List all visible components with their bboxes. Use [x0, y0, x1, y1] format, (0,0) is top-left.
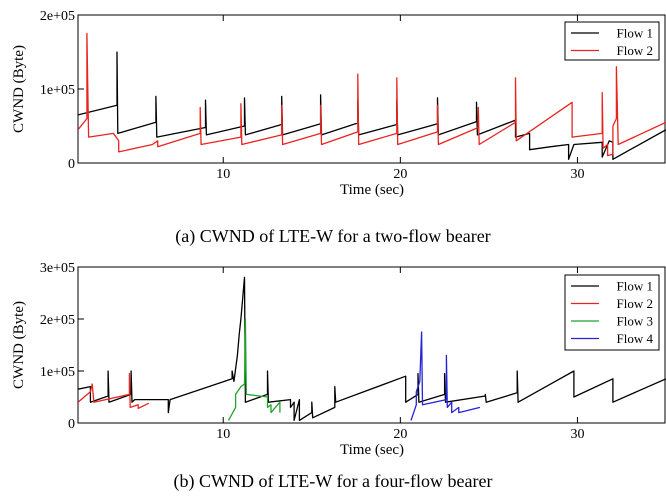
plot-frame	[77, 266, 666, 424]
y-axis-label: CWND (Byte)	[11, 301, 27, 389]
x-tick-label: 30	[570, 167, 584, 182]
x-tick-label: 30	[570, 427, 584, 442]
series-line-flow-1	[78, 276, 666, 422]
y-tick-label: 2e+05	[40, 313, 75, 328]
legend-label-flow-3: Flow 3	[617, 314, 653, 329]
legend-box	[564, 21, 660, 61]
series-line-flow-2	[78, 372, 150, 410]
series-line-flow-1	[78, 51, 666, 160]
legend-label-flow-4: Flow 4	[617, 331, 654, 346]
series-line-flow-2	[78, 32, 666, 157]
series-line-flow-3	[227, 318, 281, 421]
y-axis-label: CWND (Byte)	[11, 45, 27, 133]
y-tick-label: 0	[68, 417, 75, 432]
legend-label-flow-1: Flow 1	[617, 26, 653, 41]
y-tick-label: 1e+05	[40, 365, 75, 380]
x-tick-label: 10	[216, 427, 230, 442]
chart-panel-1: 10 20 30 0 1e+05 2e+05 3e+05 CWND (Byte) Time (s…	[11, 261, 666, 458]
caption-a: (a) CWND of LTE-W for a two-flow bearer	[175, 226, 490, 247]
caption-b: (b) CWND of LTE-W for a four-flow bearer	[173, 471, 492, 492]
legend-label-flow-2: Flow 2	[617, 296, 653, 311]
legend-label-flow-2: Flow 2	[617, 43, 653, 58]
x-axis-label: Time (sec)	[340, 182, 404, 198]
x-tick-label: 20	[393, 427, 407, 442]
chart-panel-0: 10 20 30 0 1e+05 2e+05 CWND (Byte) Time (sec) Fl…	[11, 9, 666, 198]
x-tick-label: 20	[393, 167, 407, 182]
x-axis-label: Time (sec)	[340, 442, 404, 458]
y-tick-label: 0	[68, 157, 75, 172]
legend-label-flow-1: Flow 1	[617, 279, 653, 294]
legend-box	[564, 274, 660, 351]
y-tick-label: 3e+05	[40, 261, 75, 276]
series-line-flow-4	[410, 331, 481, 421]
y-tick-label: 2e+05	[40, 9, 75, 24]
y-tick-label: 1e+05	[40, 83, 75, 98]
x-tick-label: 10	[216, 167, 230, 182]
